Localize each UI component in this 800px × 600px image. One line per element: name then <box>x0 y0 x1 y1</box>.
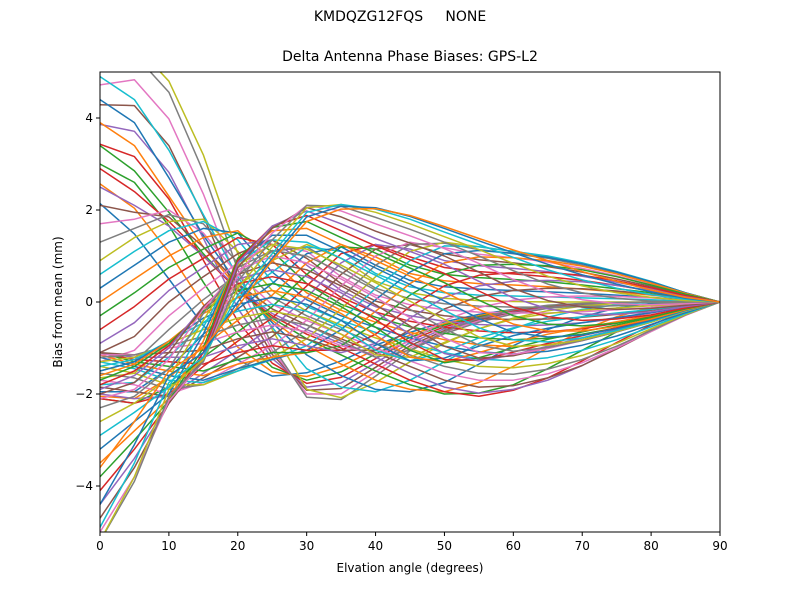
series-line-az-200 <box>100 249 720 381</box>
series-line-az-295 <box>100 239 720 437</box>
series-line-az-300 <box>100 234 720 450</box>
series-line-az-085 <box>100 213 720 375</box>
x-tick-label: 20 <box>230 539 245 553</box>
series-line-az-090 <box>100 218 720 369</box>
series-line-az-210 <box>100 263 720 372</box>
series-line-az-155 <box>100 243 720 400</box>
series-line-az-345 <box>100 203 720 528</box>
x-axis: 0 10 20 30 40 50 60 70 80 90 <box>96 532 728 553</box>
x-tick-label: 70 <box>575 539 590 553</box>
series-layer <box>100 72 720 532</box>
x-tick-label: 10 <box>161 539 176 553</box>
y-axis: −4 −2 0 2 4 <box>75 111 100 493</box>
series-line-az-305 <box>100 227 720 464</box>
x-tick-label: 50 <box>437 539 452 553</box>
series-line-az-075 <box>100 204 720 388</box>
series-line-az-260 <box>100 282 720 381</box>
series-line-az-350 <box>100 205 720 505</box>
y-axis-label: Bias from mean (mm) <box>51 236 65 368</box>
x-tick-label: 30 <box>299 539 314 553</box>
series-line-az-335 <box>104 204 720 532</box>
x-tick-label: 0 <box>96 539 104 553</box>
series-line-az-100 <box>100 227 720 355</box>
series-line-az-230 <box>100 295 720 356</box>
x-axis-label: Elvation angle (degrees) <box>336 561 484 575</box>
series-line-az-205 <box>100 256 720 377</box>
y-tick-label: 0 <box>85 295 93 309</box>
series-line-az-225 <box>100 287 720 356</box>
series-line-az-135 <box>100 246 720 372</box>
x-tick-label: 80 <box>643 539 658 553</box>
series-line-az-250 <box>100 296 720 372</box>
series-line-az-095 <box>100 220 720 362</box>
y-tick-label: −2 <box>75 387 93 401</box>
y-tick-label: 2 <box>85 203 93 217</box>
figure-suptitle: KMDQZG12FQS NONE <box>313 9 487 25</box>
series-line-az-355 <box>100 207 720 469</box>
x-tick-label: 40 <box>368 539 383 553</box>
x-tick-label: 60 <box>506 539 521 553</box>
series-line-az-170 <box>100 243 720 400</box>
y-tick-label: 4 <box>85 111 93 125</box>
chart-title: Delta Antenna Phase Biases: GPS-L2 <box>282 49 538 65</box>
x-tick-label: 90 <box>712 539 727 553</box>
series-line-az-340 <box>104 203 720 532</box>
series-line-az-290 <box>100 243 720 423</box>
y-tick-label: −4 <box>75 479 93 493</box>
